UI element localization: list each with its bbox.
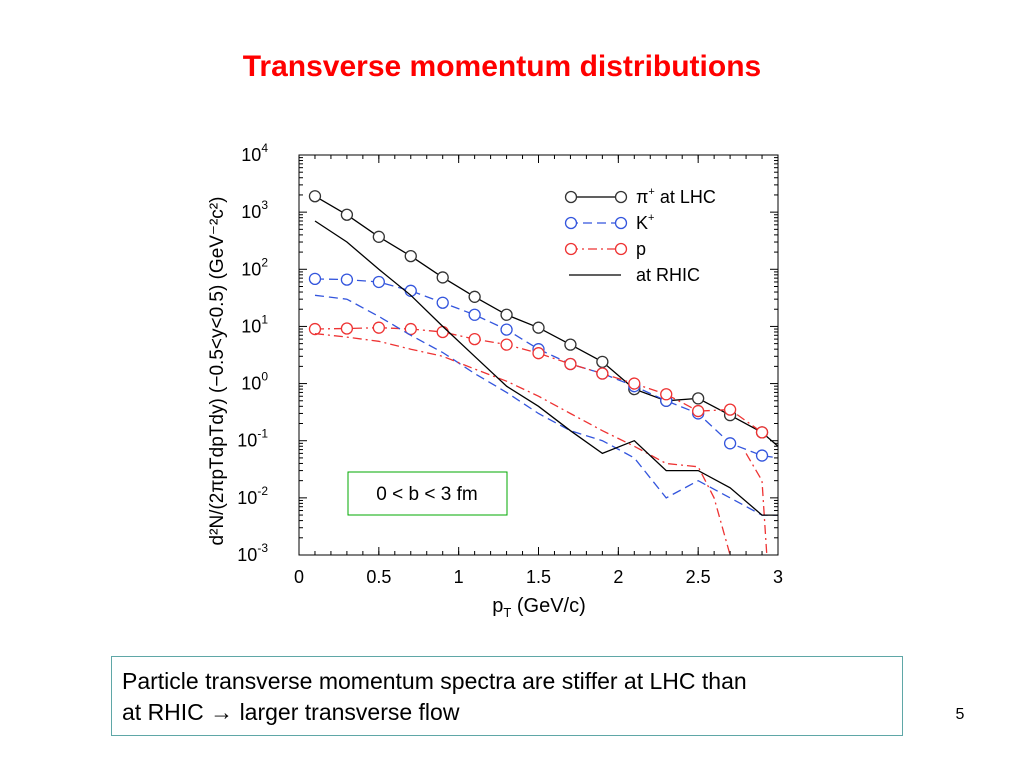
data-point [723,403,737,416]
data-point [564,338,577,351]
legend-marker [564,242,578,256]
x-tick-label: 1.5 [526,567,551,587]
y-tick-label: 104 [241,141,268,165]
y-tick-label: 100 [241,370,268,394]
x-tick-label: 3 [773,567,783,587]
data-point [500,308,513,321]
series-line-1 [314,278,779,459]
y-axis-label: d²N/(2πpTdpTdy) (−0.5<y<0.5) (GeV⁻²c²) [207,197,228,546]
data-point [532,347,545,360]
data-point [404,249,417,263]
legend-label: π+ at LHC [636,186,716,207]
slide-title: Transverse momentum distributions [242,50,762,83]
data-point [372,321,385,334]
data-point [468,332,481,346]
data-point [596,367,609,380]
x-tick-label: 2 [613,567,623,587]
legend-marker [614,242,628,256]
x-tick-label: 2.5 [686,567,711,587]
data-point [340,208,354,221]
y-tick-label: 10-2 [237,484,268,508]
data-point [755,449,769,462]
data-point [468,308,481,321]
data-point [436,271,449,284]
caption-line-1: Particle transverse momentum spectra are… [122,668,747,694]
data-point [500,338,513,351]
series-line-3 [314,294,778,516]
data-point [372,230,385,243]
data-point [500,323,513,336]
caption-box: Particle transverse momentum spectra are… [111,656,903,736]
legend-label: at RHIC [636,265,700,285]
data-point [340,322,354,335]
series-line-0 [314,195,779,447]
y-tick-label: 103 [241,198,268,222]
data-point [564,357,577,371]
y-tick-label: 10-1 [237,427,268,451]
data-point [468,290,481,303]
data-point [308,272,322,286]
data-point [340,273,354,286]
data-point [692,392,705,405]
series-line-4 [314,332,731,556]
series-line-2 [314,327,763,433]
y-tick-label: 102 [241,255,268,279]
data-point [308,190,322,203]
y-tick-label: 101 [241,312,268,336]
series-line-5 [745,453,768,556]
annotation-box [347,471,508,516]
caption-line-2: at RHIC → larger transverse flow [122,699,460,725]
x-axis-label: pT (GeV/c) [492,595,586,620]
legend-marker [614,216,628,230]
x-tick-label: 0 [294,567,304,587]
data-point [532,321,545,334]
data-point [308,322,322,336]
x-tick-label: 0.5 [366,567,391,587]
data-point [596,355,609,368]
series-line-6 [314,220,778,516]
y-tick-label: 10-3 [237,541,268,565]
legend-label: p [636,239,646,259]
data-point [436,325,449,339]
legend-marker [614,190,628,204]
data-point [660,388,673,401]
x-tick-label: 1 [454,567,464,587]
data-point [372,275,385,289]
legend-marker [564,190,578,204]
data-point [628,377,641,390]
legend-label: K+ [636,212,654,233]
annotation-label: 0 < b < 3 fm [376,484,477,505]
data-point [755,426,769,439]
slide-number: 5 [955,706,965,723]
legend-marker [564,216,578,230]
data-point [436,296,449,309]
data-point [723,437,737,450]
data-point [692,404,705,418]
